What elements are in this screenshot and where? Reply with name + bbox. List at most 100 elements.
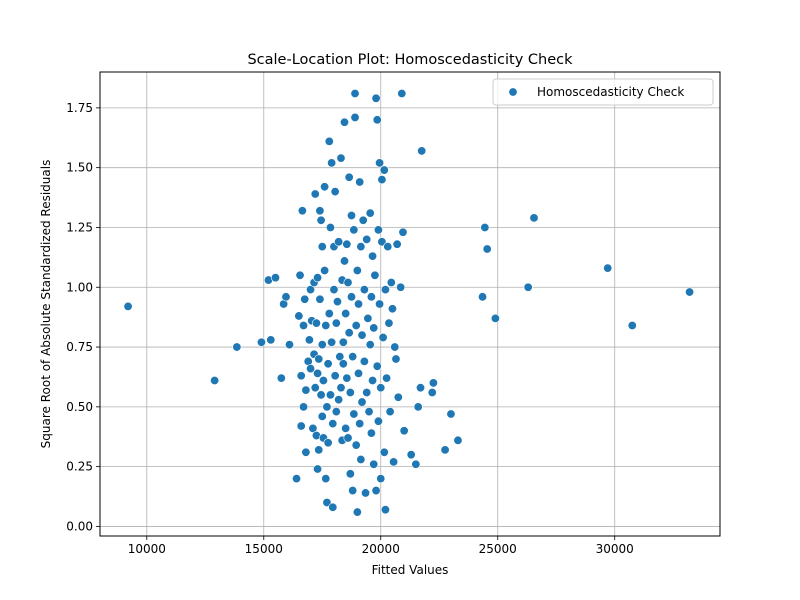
data-point xyxy=(350,112,360,122)
data-point xyxy=(323,438,333,448)
data-point xyxy=(320,182,330,192)
data-point xyxy=(490,313,500,323)
data-point xyxy=(396,282,406,292)
data-point xyxy=(317,340,327,350)
data-point xyxy=(325,222,335,232)
data-point xyxy=(369,323,379,333)
data-point xyxy=(300,294,310,304)
data-point xyxy=(338,359,348,369)
data-point xyxy=(332,297,342,307)
y-tick-label: 0.00 xyxy=(66,519,93,533)
data-point xyxy=(453,435,463,445)
data-point xyxy=(350,89,360,99)
data-point xyxy=(295,270,305,280)
data-point xyxy=(313,368,323,378)
data-point xyxy=(382,373,392,383)
data-point xyxy=(375,299,385,309)
data-point xyxy=(285,340,295,350)
y-tick-label: 0.25 xyxy=(66,460,93,474)
data-point xyxy=(348,486,358,496)
data-point xyxy=(685,287,695,297)
data-point xyxy=(334,395,344,405)
data-point xyxy=(356,242,366,252)
data-point xyxy=(324,309,334,319)
data-point xyxy=(299,402,309,412)
data-point xyxy=(339,256,349,266)
data-point xyxy=(342,239,352,249)
data-point xyxy=(389,457,399,467)
data-point xyxy=(354,299,364,309)
data-point xyxy=(372,361,382,371)
data-point xyxy=(318,376,328,386)
data-point xyxy=(322,402,332,412)
data-point xyxy=(331,407,341,417)
data-point xyxy=(428,378,438,388)
data-point xyxy=(357,330,367,340)
data-point xyxy=(603,263,613,273)
y-tick-label: 1.25 xyxy=(66,220,93,234)
data-point xyxy=(348,352,358,362)
legend-box xyxy=(492,78,714,106)
data-point xyxy=(352,266,362,276)
data-point xyxy=(356,454,366,464)
data-point xyxy=(292,474,302,484)
x-tick-label: 30000 xyxy=(596,542,634,556)
y-tick-label: 1.50 xyxy=(66,161,93,175)
data-point xyxy=(383,242,393,252)
data-point xyxy=(379,165,389,175)
data-point xyxy=(384,318,394,328)
data-point xyxy=(232,342,242,352)
data-point xyxy=(446,409,456,419)
data-point xyxy=(323,359,333,369)
data-point xyxy=(385,407,395,417)
data-point xyxy=(358,215,368,225)
data-point xyxy=(393,392,403,402)
data-point xyxy=(373,225,383,235)
data-point xyxy=(529,213,539,223)
data-point xyxy=(339,117,349,127)
data-point xyxy=(310,189,320,199)
data-point xyxy=(357,397,367,407)
data-point xyxy=(343,277,353,287)
data-point xyxy=(387,304,397,314)
data-point xyxy=(328,502,338,512)
data-point xyxy=(365,340,375,350)
y-axis-label: Square Root of Absolute Standardized Res… xyxy=(39,160,53,449)
data-point xyxy=(440,445,450,455)
data-point xyxy=(301,385,311,395)
data-point xyxy=(363,313,373,323)
data-point xyxy=(325,390,335,400)
data-point xyxy=(306,364,316,374)
grid-lines xyxy=(100,72,720,536)
data-point xyxy=(281,292,291,302)
data-point xyxy=(349,409,359,419)
data-point xyxy=(324,136,334,146)
data-point xyxy=(361,488,371,498)
data-point xyxy=(297,206,307,216)
data-point xyxy=(411,459,421,469)
x-tick-label: 20000 xyxy=(362,542,400,556)
data-point xyxy=(352,507,362,517)
data-point xyxy=(391,354,401,364)
data-point xyxy=(482,244,492,254)
data-point xyxy=(313,273,323,283)
x-axis-label: Fitted Values xyxy=(372,563,449,577)
data-point xyxy=(355,177,365,187)
data-point xyxy=(328,419,338,429)
data-point xyxy=(210,376,220,386)
data-point xyxy=(365,208,375,218)
data-point xyxy=(294,311,304,321)
data-point xyxy=(480,222,490,232)
data-point xyxy=(276,373,286,383)
data-point xyxy=(315,206,325,216)
legend-label: Homoscedasticity Check xyxy=(537,85,684,99)
data-point xyxy=(314,445,324,455)
legend-marker xyxy=(508,87,518,97)
data-point xyxy=(347,292,357,302)
data-point xyxy=(321,474,331,484)
data-point xyxy=(406,450,416,460)
data-point xyxy=(376,474,386,484)
data-point xyxy=(320,266,330,276)
data-point xyxy=(345,469,355,479)
